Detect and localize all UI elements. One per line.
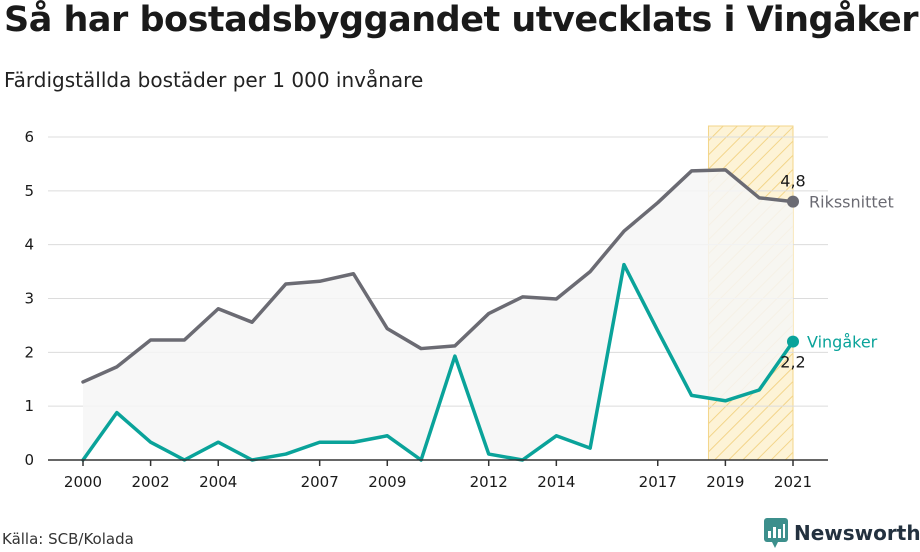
gap-band [83, 169, 793, 461]
x-tick-label: 2004 [199, 473, 237, 491]
x-tick-label: 2002 [132, 473, 170, 491]
x-tick-label: 2007 [301, 473, 339, 491]
x-tick-label: 2009 [368, 473, 406, 491]
end-point-riket [787, 195, 799, 208]
y-tick-label: 3 [24, 290, 34, 308]
end-point-vingaker [787, 335, 799, 348]
value-label-riket: 4,8 [780, 172, 805, 191]
series-line-riket [81, 168, 795, 384]
brand-name: Newsworthy [794, 521, 920, 545]
x-tick-label: 2019 [706, 473, 744, 491]
x-tick-label: 2012 [470, 473, 508, 491]
y-tick-label: 4 [24, 236, 34, 254]
value-label-vingaker: 2,2 [780, 353, 805, 372]
series-label-vingaker: Vingåker [807, 333, 878, 352]
source-note: Källa: SCB/Kolada [2, 530, 134, 548]
chart-title: Så har bostadsbyggandet utvecklats i Vin… [4, 0, 919, 40]
x-tick-label: 2021 [774, 473, 812, 491]
y-tick-label: 5 [24, 182, 34, 200]
y-tick-label: 6 [24, 128, 34, 146]
series-label-riket: Rikssnittet [809, 193, 894, 212]
brand-logo: Newsworthy [764, 518, 920, 548]
y-tick-label: 2 [24, 343, 34, 361]
y-tick-label: 1 [24, 397, 34, 415]
newsworthy-logo-icon [764, 518, 788, 548]
y-tick-label: 0 [24, 451, 34, 469]
x-tick-label: 2000 [64, 473, 102, 491]
series-line-vingaker [81, 262, 795, 462]
x-tick-label: 2014 [537, 473, 575, 491]
x-tick-label: 2017 [639, 473, 677, 491]
chart-subtitle: Färdigställda bostäder per 1 000 invånar… [4, 68, 424, 92]
